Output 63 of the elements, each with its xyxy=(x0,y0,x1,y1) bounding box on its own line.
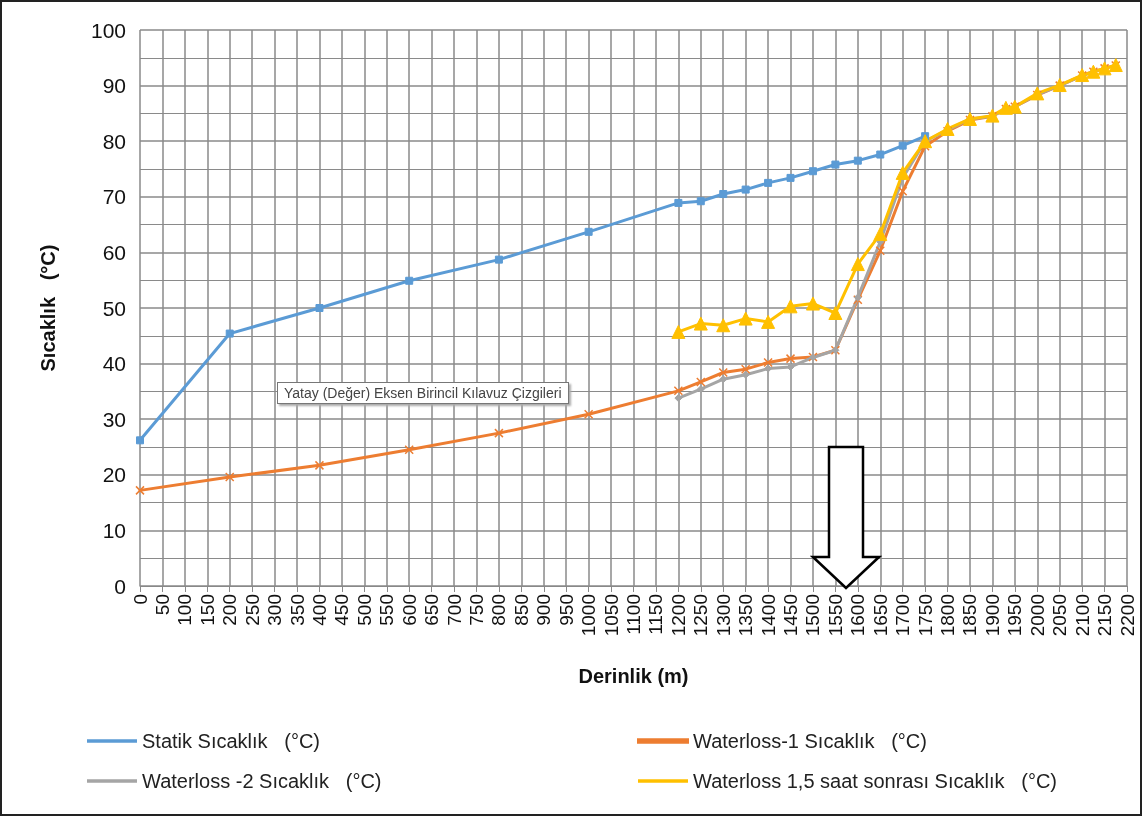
x-tick-label: 950 xyxy=(555,594,577,626)
x-tick-label: 350 xyxy=(286,594,308,626)
x-tick-label: 1150 xyxy=(645,594,667,635)
x-tick-label: 2050 xyxy=(1049,594,1071,637)
x-tick-label: 1000 xyxy=(578,594,600,637)
x-tick-label: 2200 xyxy=(1116,594,1138,637)
x-tick-label: 1700 xyxy=(892,594,914,637)
x-tick-label: 900 xyxy=(533,594,555,626)
y-tick-label: 60 xyxy=(102,240,126,264)
x-tick-label: 2000 xyxy=(1026,594,1048,637)
x-tick-label: 200 xyxy=(219,594,241,626)
x-tick-label: 700 xyxy=(443,594,465,626)
x-tick-label: 300 xyxy=(264,594,286,626)
x-tick-label: 1800 xyxy=(937,594,959,637)
legend-label: Waterloss 1,5 saat sonrası Sıcaklık (°C) xyxy=(693,770,1058,792)
y-tick-label: 10 xyxy=(102,518,126,542)
x-tick-label: 1750 xyxy=(914,594,936,637)
x-tick-label: 650 xyxy=(421,594,443,626)
legend-label: Waterloss-1 Sıcaklık (°C) xyxy=(693,730,927,752)
y-tick-label: 40 xyxy=(102,352,126,376)
x-tick-label: 550 xyxy=(376,594,398,626)
x-axis-title: Derinlik (m) xyxy=(578,665,689,687)
x-tick-label: 0 xyxy=(129,594,151,605)
x-tick-label: 1950 xyxy=(1004,594,1026,637)
y-tick-label: 0 xyxy=(114,574,126,598)
y-tick-label: 90 xyxy=(102,74,126,98)
y-axis-title: Sıcaklık (°C) xyxy=(37,244,59,372)
x-tick-label: 750 xyxy=(465,594,487,626)
annotation: Yatay (Değer) Eksen Birincil Kılavuz Çizgileri xyxy=(277,382,569,404)
x-tick-label: 250 xyxy=(241,594,263,626)
y-tick-label: 20 xyxy=(102,463,126,487)
x-tick-label: 1100 xyxy=(623,594,644,635)
x-tick-label: 1650 xyxy=(869,594,891,637)
y-tick-label: 80 xyxy=(102,129,126,153)
x-tick-label: 1550 xyxy=(824,594,846,637)
x-tick-label: 500 xyxy=(353,594,375,626)
y-tick-label: 100 xyxy=(90,18,126,42)
x-tick-label: 100 xyxy=(174,594,196,626)
x-tick-label: 1200 xyxy=(667,594,689,637)
y-tick-label: 70 xyxy=(102,185,126,209)
x-tick-label: 2100 xyxy=(1071,594,1093,637)
x-tick-label: 1600 xyxy=(847,594,869,637)
y-tick-label: 50 xyxy=(102,296,126,320)
legend-label: Waterloss -2 Sıcaklık (°C) xyxy=(142,770,382,792)
y-tick-label: 30 xyxy=(102,407,126,431)
x-tick-label: 1500 xyxy=(802,594,824,637)
x-tick-label: 850 xyxy=(510,594,532,626)
x-tick-label: 1850 xyxy=(959,594,981,637)
x-tick-label: 450 xyxy=(331,594,353,626)
x-tick-label: 1300 xyxy=(712,594,734,637)
x-tick-label: 400 xyxy=(308,594,330,626)
legend-label: Statik Sıcaklık (°C) xyxy=(142,730,321,752)
x-tick-label: 800 xyxy=(488,594,510,626)
x-tick-label: 2150 xyxy=(1094,594,1116,637)
x-tick-label: 1400 xyxy=(757,594,779,637)
x-tick-label: 1900 xyxy=(981,594,1003,637)
x-tick-label: 1350 xyxy=(735,594,757,637)
x-tick-label: 1250 xyxy=(690,594,712,637)
x-tick-label: 50 xyxy=(151,594,173,616)
x-tick-label: 150 xyxy=(196,594,218,626)
x-tick-label: 1450 xyxy=(780,594,802,637)
x-tick-label: 600 xyxy=(398,594,420,626)
x-tick-label: 1050 xyxy=(600,594,622,637)
